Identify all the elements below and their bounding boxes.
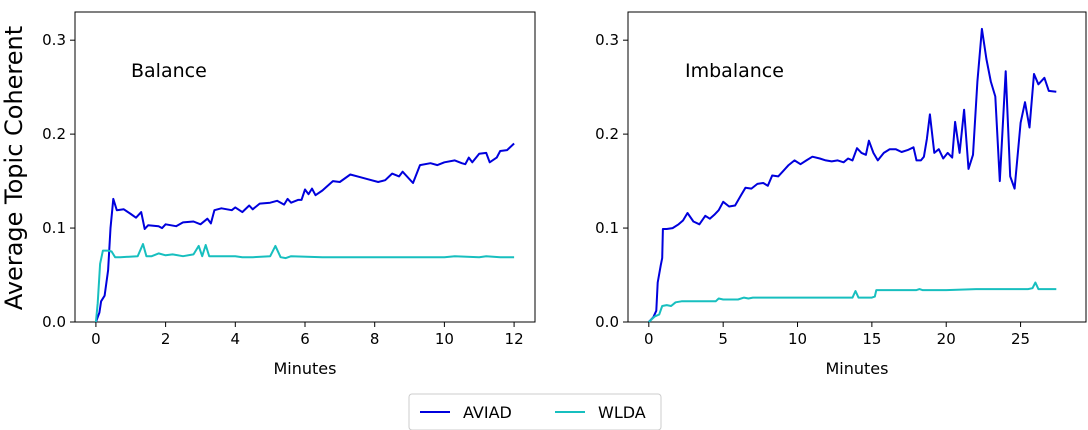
imbalance-annotation: Imbalance — [685, 60, 784, 82]
imbalance-series — [648, 27, 1057, 323]
balance-aviad-line — [94, 142, 515, 323]
balance-series — [94, 142, 515, 323]
balance-x-tick-label: 12 — [505, 330, 524, 348]
imbalance-aviad-line — [648, 27, 1057, 323]
imbalance-axes-frame — [627, 11, 1087, 323]
legend-box — [408, 393, 662, 430]
balance-y-tick-label: 0.3 — [42, 31, 66, 49]
balance-y-tick-label: 0.0 — [42, 313, 66, 331]
imbalance-chart: 0 5 10 15 20 25 0.0 0.1 0.2 0.3 Imbalance Minute… — [595, 11, 1087, 378]
balance-y-tick-label: 0.1 — [42, 219, 66, 237]
y-axis-label: Average Topic Coherent — [0, 26, 28, 310]
imbalance-x-ticks: 0 5 10 15 20 25 — [644, 322, 1030, 348]
balance-x-tick-label: 2 — [161, 330, 171, 348]
imbalance-x-tick-label: 20 — [937, 330, 956, 348]
balance-x-tick-label: 10 — [435, 330, 454, 348]
balance-wlda-line — [94, 243, 515, 323]
balance-y-tick-label: 0.2 — [42, 125, 66, 143]
balance-x-tick-label: 4 — [231, 330, 241, 348]
balance-x-tick-label: 0 — [91, 330, 101, 348]
imbalance-y-tick-label: 0.2 — [595, 125, 619, 143]
imbalance-y-tick-label: 0.3 — [595, 31, 619, 49]
imbalance-wlda-line — [648, 281, 1057, 323]
balance-y-ticks: 0.0 0.1 0.2 0.3 — [42, 31, 75, 331]
balance-x-tick-label: 6 — [300, 330, 310, 348]
imbalance-x-tick-label: 10 — [788, 330, 807, 348]
imbalance-x-tick-label: 5 — [718, 330, 728, 348]
legend: AVIAD WLDA — [408, 393, 662, 430]
balance-x-tick-label: 8 — [370, 330, 380, 348]
imbalance-y-ticks: 0.0 0.1 0.2 0.3 — [595, 31, 628, 331]
balance-axes-frame — [74, 11, 536, 323]
balance-x-axis-label: Minutes — [274, 359, 337, 378]
imbalance-y-tick-label: 0.0 — [595, 313, 619, 331]
legend-aviad-label: AVIAD — [463, 403, 512, 422]
legend-wlda-label: WLDA — [598, 403, 646, 422]
balance-annotation: Balance — [131, 60, 207, 82]
balance-x-ticks: 0 2 4 6 8 10 12 — [91, 322, 524, 348]
imbalance-x-tick-label: 15 — [862, 330, 881, 348]
imbalance-x-axis-label: Minutes — [826, 359, 889, 378]
imbalance-x-tick-label: 0 — [644, 330, 654, 348]
balance-chart: 0 2 4 6 8 10 12 0.0 0.1 0.2 0.3 Balance Minutes — [42, 11, 536, 378]
balance-plot-area — [74, 11, 536, 323]
imbalance-y-tick-label: 0.1 — [595, 219, 619, 237]
imbalance-x-tick-label: 25 — [1011, 330, 1030, 348]
imbalance-plot-area — [627, 11, 1087, 323]
